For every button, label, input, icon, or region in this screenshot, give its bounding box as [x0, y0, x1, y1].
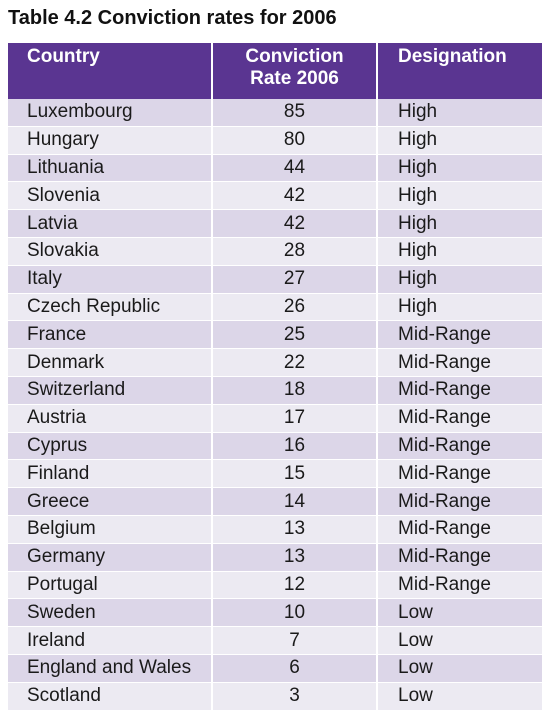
table-row: Belgium 13 Mid-Range: [8, 515, 542, 544]
designation-cell: High: [377, 99, 542, 127]
country-cell: France: [8, 320, 213, 350]
country-cell: Luxembourg: [8, 99, 213, 127]
conviction-rate-cell: 16: [212, 432, 378, 461]
table-row: Czech Republic 26 High: [8, 293, 542, 322]
designation-cell: Low: [377, 654, 542, 683]
conviction-rate-cell: 13: [212, 543, 378, 572]
country-cell: Slovakia: [8, 237, 213, 266]
designation-cell: Mid-Range: [377, 543, 542, 572]
designation-cell: Mid-Range: [377, 487, 542, 516]
designation-cell: Mid-Range: [377, 515, 542, 544]
conviction-rate-cell: 25: [212, 320, 378, 350]
country-cell: Germany: [8, 543, 213, 572]
conviction-rate-cell: 3: [212, 682, 378, 711]
column-header-rate-line2: Rate 2006: [250, 68, 339, 89]
table-row: Scotland 3 Low: [8, 682, 542, 711]
table-row: Switzerland 18 Mid-Range: [8, 376, 542, 405]
conviction-rate-cell: 13: [212, 515, 378, 544]
conviction-rate-cell: 18: [212, 376, 378, 405]
conviction-rate-cell: 80: [212, 126, 378, 155]
conviction-rate-cell: 22: [212, 348, 378, 377]
designation-cell: Mid-Range: [377, 432, 542, 461]
table-row: Slovenia 42 High: [8, 181, 542, 211]
country-cell: Lithuania: [8, 154, 213, 183]
conviction-rate-cell: 28: [212, 237, 378, 266]
designation-cell: Mid-Range: [377, 348, 542, 377]
column-header-conviction-rate: Conviction Rate 2006: [212, 43, 378, 99]
designation-cell: Mid-Range: [377, 571, 542, 600]
table-row: Lithuania 44 High: [8, 154, 542, 183]
designation-cell: High: [377, 154, 542, 183]
country-cell: Czech Republic: [8, 293, 213, 322]
conviction-rate-cell: 42: [212, 209, 378, 238]
table-row: Cyprus 16 Mid-Range: [8, 432, 542, 461]
country-cell: Finland: [8, 459, 213, 489]
designation-cell: Mid-Range: [377, 376, 542, 405]
conviction-rate-cell: 27: [212, 265, 378, 294]
table-row: Hungary 80 High: [8, 126, 542, 155]
table-body: Luxembourg 85 High Hungary 80 High Lithuania 44…: [8, 99, 542, 711]
country-cell: Cyprus: [8, 432, 213, 461]
country-cell: Scotland: [8, 682, 213, 711]
country-cell: Greece: [8, 487, 213, 516]
country-cell: Italy: [8, 265, 213, 294]
designation-cell: Mid-Range: [377, 404, 542, 433]
conviction-rate-cell: 44: [212, 154, 378, 183]
table-header-row: Country Conviction Rate 2006 Designation: [8, 43, 542, 99]
table-row: Greece 14 Mid-Range: [8, 487, 542, 516]
table-row: Luxembourg 85 High: [8, 99, 542, 127]
designation-cell: Mid-Range: [377, 459, 542, 489]
conviction-rate-cell: 10: [212, 598, 378, 628]
table-row: England and Wales 6 Low: [8, 654, 542, 683]
column-header-designation: Designation: [377, 43, 542, 99]
table-row: Germany 13 Mid-Range: [8, 543, 542, 572]
table-row: Portugal 12 Mid-Range: [8, 571, 542, 600]
country-cell: Latvia: [8, 209, 213, 238]
country-cell: Denmark: [8, 348, 213, 377]
column-header-rate-line1: Conviction: [245, 46, 344, 67]
table-row: Slovakia 28 High: [8, 237, 542, 266]
conviction-rate-cell: 6: [212, 654, 378, 683]
table-row: Austria 17 Mid-Range: [8, 404, 542, 433]
conviction-rate-cell: 85: [212, 99, 378, 127]
country-cell: Hungary: [8, 126, 213, 155]
country-cell: Slovenia: [8, 181, 213, 211]
designation-cell: High: [377, 265, 542, 294]
country-cell: Ireland: [8, 626, 213, 655]
column-header-country: Country: [8, 43, 213, 99]
country-cell: Switzerland: [8, 376, 213, 405]
table-row: Latvia 42 High: [8, 209, 542, 238]
designation-cell: High: [377, 181, 542, 211]
designation-cell: Low: [377, 626, 542, 655]
table-row: Finland 15 Mid-Range: [8, 459, 542, 489]
conviction-rate-cell: 17: [212, 404, 378, 433]
designation-cell: High: [377, 126, 542, 155]
conviction-rate-cell: 12: [212, 571, 378, 600]
country-cell: Austria: [8, 404, 213, 433]
table-title: Table 4.2 Conviction rates for 2006: [8, 7, 337, 29]
country-cell: Sweden: [8, 598, 213, 628]
table-row: Ireland 7 Low: [8, 626, 542, 655]
designation-cell: High: [377, 237, 542, 266]
conviction-rate-cell: 14: [212, 487, 378, 516]
conviction-rates-table: Country Conviction Rate 2006 Designation…: [8, 43, 542, 711]
designation-cell: High: [377, 293, 542, 322]
designation-cell: High: [377, 209, 542, 238]
table-row: Denmark 22 Mid-Range: [8, 348, 542, 377]
country-cell: Belgium: [8, 515, 213, 544]
country-cell: England and Wales: [8, 654, 213, 683]
designation-cell: Low: [377, 598, 542, 628]
table-row: France 25 Mid-Range: [8, 320, 542, 350]
conviction-rate-cell: 7: [212, 626, 378, 655]
table-row: Sweden 10 Low: [8, 598, 542, 628]
designation-cell: Mid-Range: [377, 320, 542, 350]
conviction-rate-cell: 26: [212, 293, 378, 322]
designation-cell: Low: [377, 682, 542, 711]
country-cell: Portugal: [8, 571, 213, 600]
conviction-rate-cell: 42: [212, 181, 378, 211]
table-row: Italy 27 High: [8, 265, 542, 294]
conviction-rate-cell: 15: [212, 459, 378, 489]
